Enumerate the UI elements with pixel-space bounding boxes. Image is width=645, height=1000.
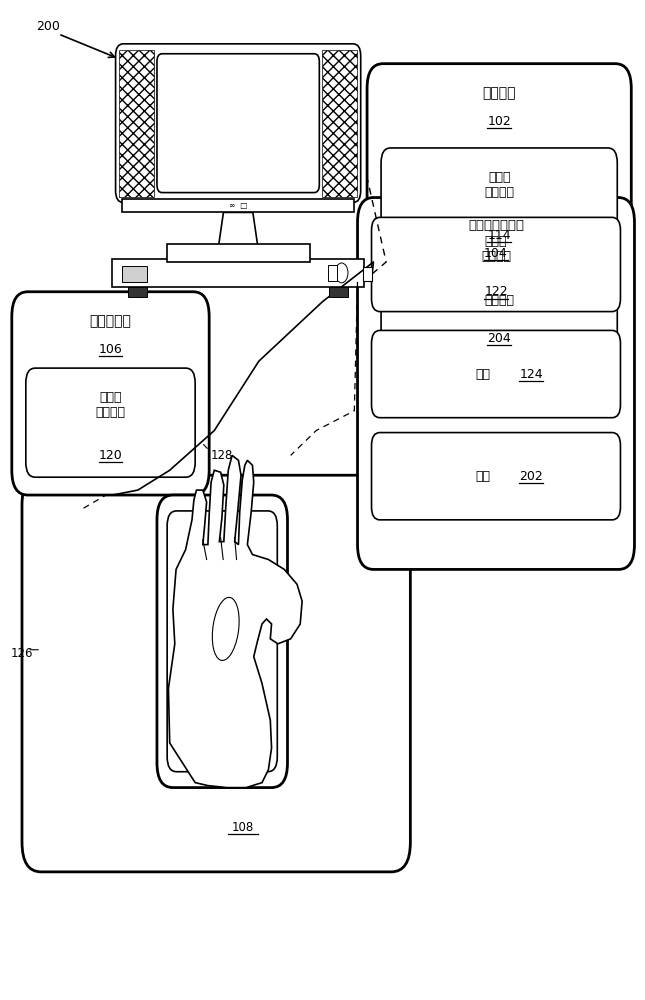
FancyBboxPatch shape [372,433,620,520]
Text: 128: 128 [211,449,233,462]
FancyBboxPatch shape [372,217,620,312]
Text: 200: 200 [36,20,60,33]
Bar [166,244,310,262]
Text: 104: 104 [484,247,508,260]
Text: 114: 114 [488,229,511,242]
FancyBboxPatch shape [12,292,209,495]
Text: 证书: 证书 [476,470,491,483]
Text: 202: 202 [519,470,543,483]
Bar [128,287,148,297]
Text: 102: 102 [488,115,511,128]
Bar [122,266,148,282]
Text: 无线充电垫: 无线充电垫 [90,314,132,328]
FancyBboxPatch shape [372,330,620,418]
Text: ∞  □: ∞ □ [229,201,247,210]
Text: 电池: 电池 [476,368,491,381]
Text: 认证模块: 认证模块 [484,294,514,307]
FancyBboxPatch shape [157,495,288,788]
Circle shape [335,263,348,283]
Text: 204: 204 [488,332,511,345]
FancyBboxPatch shape [157,54,319,193]
FancyBboxPatch shape [381,148,617,257]
Text: 120: 120 [99,449,123,462]
FancyBboxPatch shape [115,44,361,202]
Text: 移动客户端设备: 移动客户端设备 [468,219,524,232]
Text: 106: 106 [99,343,123,356]
Text: 108: 108 [232,821,254,834]
Ellipse shape [212,597,239,660]
FancyBboxPatch shape [167,511,277,772]
Text: 通信和
电源端口: 通信和 电源端口 [484,171,514,199]
Bar [122,199,354,212]
Text: 126: 126 [10,647,33,660]
Text: 充电和
通信线圈: 充电和 通信线圈 [481,235,511,263]
FancyBboxPatch shape [357,198,635,569]
Bar [112,259,364,287]
Polygon shape [168,455,302,788]
FancyBboxPatch shape [367,64,631,376]
FancyBboxPatch shape [22,475,410,872]
Bar [329,287,348,297]
Text: 122: 122 [484,285,508,298]
Text: 计算设备: 计算设备 [482,86,516,100]
FancyBboxPatch shape [26,368,195,477]
Polygon shape [219,212,258,246]
Bar [328,265,337,281]
Bar [362,267,372,281]
Text: 124: 124 [519,368,543,381]
FancyBboxPatch shape [381,271,617,358]
Text: 充电和
通信线圈: 充电和 通信线圈 [95,391,126,419]
